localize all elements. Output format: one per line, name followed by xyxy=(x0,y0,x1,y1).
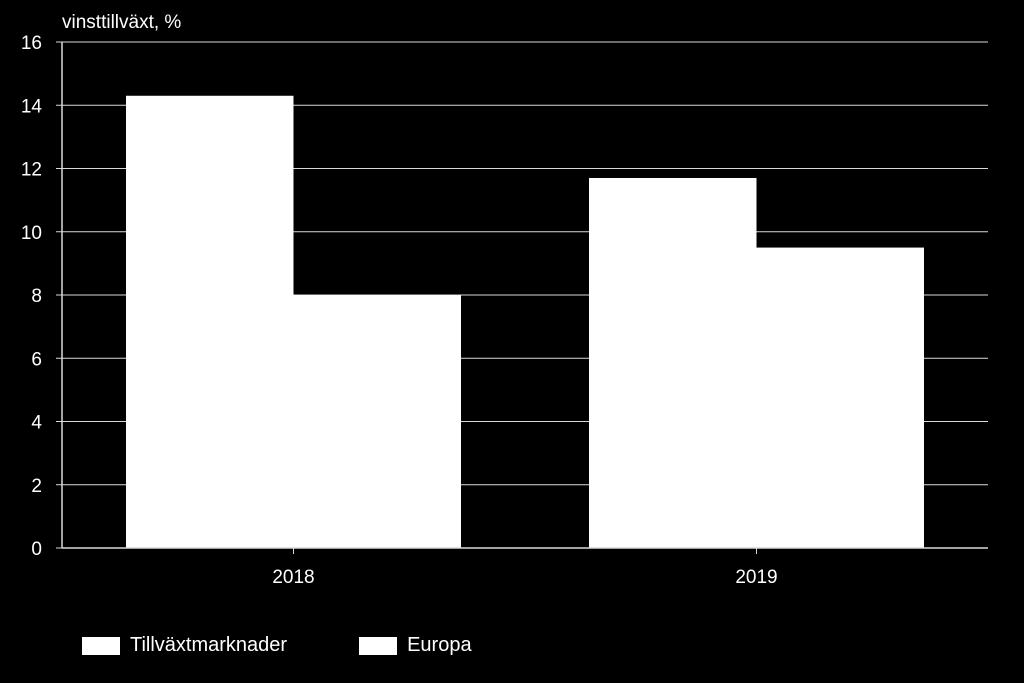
legend-label-tillvaxtmarknader: Tillväxtmarknader xyxy=(130,634,288,656)
y-tick-labels: 0 2 4 6 8 10 12 14 16 xyxy=(21,33,43,560)
x-tick-label: 2019 xyxy=(735,567,777,588)
legend-swatch-europa xyxy=(359,636,398,655)
bar-tillväxtmarknader-2018 xyxy=(126,95,294,548)
y-tick-label: 4 xyxy=(31,413,42,434)
bars xyxy=(126,95,924,549)
legend-item-tillvaxtmarknader: Tillväxtmarknader xyxy=(82,634,287,657)
bar-europa-2018 xyxy=(293,295,461,548)
y-axis-unit-label: vinsttillväxt, % xyxy=(62,12,181,33)
y-tick-label: 16 xyxy=(21,33,42,54)
y-tick-label: 14 xyxy=(21,96,43,117)
y-tick-label: 6 xyxy=(31,349,42,370)
legend: Tillväxtmarknader Europa xyxy=(82,634,544,657)
bar-tillväxtmarknader-2019 xyxy=(589,177,757,549)
y-tick-label: 2 xyxy=(31,476,42,497)
legend-item-europa: Europa xyxy=(359,634,472,657)
y-tick-label: 0 xyxy=(31,539,42,560)
x-tick-label: 2018 xyxy=(272,567,314,588)
x-tick-labels: 2018 2019 xyxy=(272,567,777,588)
legend-swatch-tillvaxtmarknader xyxy=(82,636,120,655)
legend-label-europa: Europa xyxy=(407,634,472,656)
y-tick-label: 10 xyxy=(21,223,42,244)
bar-europa-2019 xyxy=(756,247,924,548)
y-tick-label: 8 xyxy=(31,286,42,307)
axes xyxy=(56,41,988,554)
y-tick-label: 12 xyxy=(21,160,42,181)
